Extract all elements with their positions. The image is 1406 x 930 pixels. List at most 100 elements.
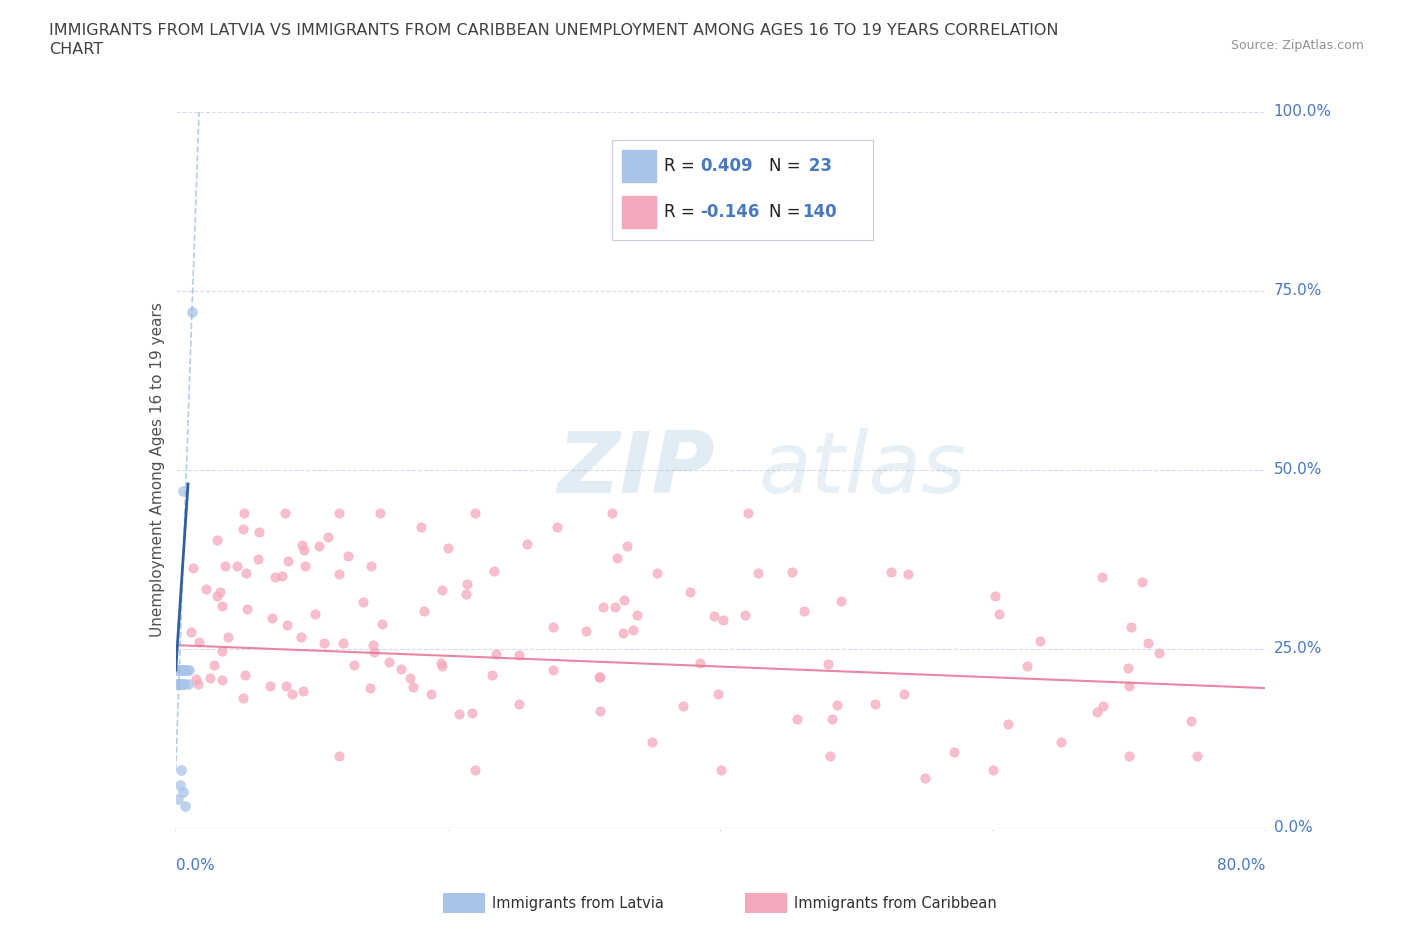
Point	[232, 522, 254, 537]
Point	[943, 744, 966, 759]
Point	[200, 671, 222, 685]
Point	[276, 618, 298, 632]
Point	[1015, 658, 1038, 673]
Point	[689, 656, 711, 671]
Point	[409, 520, 432, 535]
Point	[211, 643, 233, 658]
Text: 140: 140	[803, 204, 837, 221]
Point	[621, 623, 644, 638]
Point	[172, 785, 194, 800]
Point	[260, 610, 283, 625]
Point	[1136, 636, 1159, 651]
Point	[172, 484, 194, 498]
Point	[543, 620, 565, 635]
Point	[626, 607, 648, 622]
Point	[817, 657, 839, 671]
Point	[188, 634, 211, 649]
Point	[1187, 749, 1209, 764]
Text: 25.0%: 25.0%	[1274, 641, 1322, 657]
Point	[711, 613, 734, 628]
Point	[363, 644, 385, 659]
Point	[172, 663, 194, 678]
Point	[173, 663, 195, 678]
Point	[274, 679, 297, 694]
Point	[359, 681, 381, 696]
Point	[173, 677, 195, 692]
Point	[461, 706, 484, 721]
Point	[167, 663, 190, 678]
Point	[166, 663, 188, 678]
Point	[997, 717, 1019, 732]
Point	[332, 635, 354, 650]
Point	[734, 607, 756, 622]
Point	[413, 604, 436, 618]
Point	[167, 677, 190, 692]
Point	[169, 677, 191, 692]
Text: 23: 23	[803, 157, 831, 176]
Point	[430, 582, 453, 597]
Point	[780, 565, 803, 579]
Point	[432, 659, 454, 674]
Point	[830, 593, 852, 608]
Point	[575, 624, 598, 639]
Point	[170, 663, 193, 678]
Point	[821, 711, 844, 726]
Point	[447, 706, 470, 721]
Point	[352, 595, 374, 610]
Point	[205, 589, 228, 604]
Point	[177, 677, 200, 692]
Point	[312, 635, 335, 650]
Point	[482, 564, 505, 578]
Point	[603, 600, 626, 615]
Point	[208, 584, 231, 599]
Point	[181, 305, 204, 320]
Text: atlas: atlas	[759, 428, 967, 512]
Point	[363, 638, 385, 653]
Point	[641, 735, 664, 750]
Point	[897, 566, 920, 581]
Point	[274, 505, 297, 520]
Point	[818, 749, 841, 764]
Point	[703, 608, 725, 623]
Point	[546, 520, 568, 535]
Point	[1147, 645, 1170, 660]
Point	[343, 658, 366, 672]
Point	[613, 592, 636, 607]
Point	[184, 671, 207, 686]
Point	[508, 697, 530, 711]
Point	[167, 791, 190, 806]
Point	[290, 630, 312, 644]
Point	[291, 684, 314, 698]
Point	[232, 690, 254, 705]
Point	[672, 699, 695, 714]
Point	[880, 565, 903, 579]
Point	[377, 655, 399, 670]
Point	[464, 763, 486, 777]
Text: Immigrants from Caribbean: Immigrants from Caribbean	[794, 896, 997, 910]
Point	[336, 549, 359, 564]
Point	[179, 663, 201, 678]
Text: Source: ZipAtlas.com: Source: ZipAtlas.com	[1230, 39, 1364, 52]
Point	[328, 505, 350, 520]
Point	[247, 525, 270, 539]
Point	[292, 543, 315, 558]
Point	[481, 668, 503, 683]
Text: 50.0%: 50.0%	[1274, 462, 1322, 477]
Point	[419, 687, 441, 702]
Point	[236, 602, 259, 617]
Point	[988, 606, 1011, 621]
Point	[589, 670, 612, 684]
Point	[485, 647, 508, 662]
Point	[429, 656, 451, 671]
Point	[1085, 705, 1108, 720]
Text: N =: N =	[769, 157, 806, 176]
Point	[368, 505, 391, 520]
Point	[294, 559, 316, 574]
Point	[612, 625, 634, 640]
Point	[984, 589, 1007, 604]
Point	[786, 712, 808, 727]
Point	[166, 677, 188, 692]
Point	[194, 582, 217, 597]
Point	[541, 663, 564, 678]
Text: -0.146: -0.146	[700, 204, 759, 221]
